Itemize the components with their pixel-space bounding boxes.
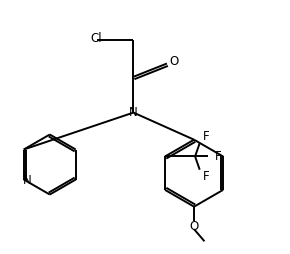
Text: O: O [189,220,199,233]
Text: N: N [23,174,32,187]
Text: O: O [170,55,179,68]
Text: F: F [203,170,209,183]
Text: F: F [215,150,222,163]
Text: N: N [129,106,138,119]
Text: Cl: Cl [90,31,102,45]
Text: F: F [203,130,209,143]
